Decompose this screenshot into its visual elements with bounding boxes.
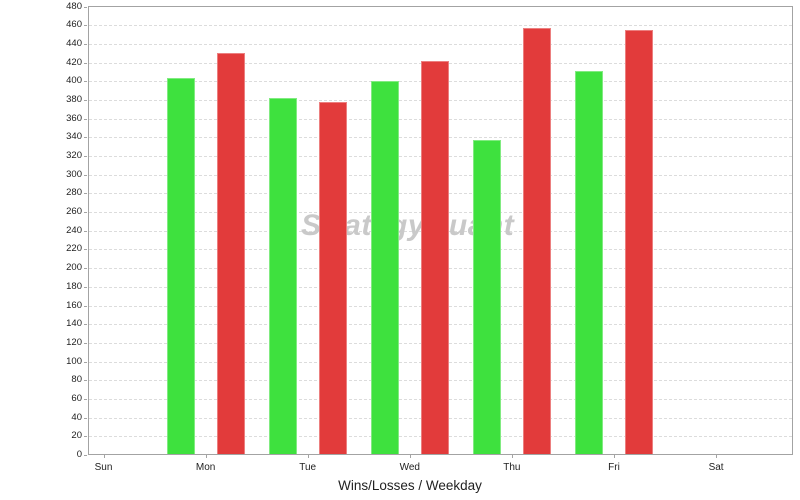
x-tick-mark [614, 455, 615, 458]
bar-losses-tue [318, 101, 347, 454]
x-tick-mark [205, 455, 207, 458]
x-axis-title: Wins/Losses / Weekday [338, 478, 482, 493]
bar-losses-wed [420, 60, 449, 454]
x-tick-label-sat: Sat [708, 462, 724, 473]
bar-wins-thu [472, 140, 501, 454]
x-tick-mark [307, 455, 309, 458]
bar-wins-tue [268, 98, 297, 454]
y-tick-label-20: 20 [71, 430, 82, 442]
y-tick-mark [84, 118, 87, 120]
x-tick-label-fri: Fri [608, 462, 620, 473]
x-tick-label-wed: Wed [399, 462, 420, 473]
y-tick-label-300: 300 [66, 168, 82, 180]
y-tick-label-140: 140 [66, 318, 82, 330]
y-tick-label-200: 200 [66, 262, 82, 274]
y-tick-mark [84, 305, 87, 307]
y-tick-label-400: 400 [66, 75, 82, 87]
y-tick-mark [84, 380, 87, 382]
y-tick-mark [84, 268, 87, 270]
bar-losses-thu [522, 27, 551, 454]
y-tick-label-260: 260 [66, 206, 82, 218]
y-tick-mark [84, 417, 87, 419]
y-tick-label-160: 160 [66, 299, 82, 311]
y-tick-label-460: 460 [66, 19, 82, 31]
y-tick-label-0: 0 [76, 449, 82, 460]
y-tick-label-480: 480 [66, 0, 82, 12]
gridline-460 [89, 25, 792, 27]
y-tick-label-440: 440 [66, 37, 82, 49]
y-tick-mark [84, 286, 87, 288]
x-tick-label-mon: Mon [195, 462, 216, 473]
y-tick-mark [84, 342, 87, 344]
y-tick-label-320: 320 [66, 150, 82, 161]
x-tick-label-sun: Sun [94, 462, 113, 473]
y-tick-label-60: 60 [71, 392, 82, 404]
y-tick-mark [84, 324, 87, 326]
bar-wins-mon [166, 78, 195, 454]
x-tick-mark [103, 455, 105, 458]
bar-wins-fri [575, 70, 603, 454]
x-tick-label-tue: Tue [299, 462, 317, 473]
y-tick-mark [84, 249, 87, 251]
y-tick-label-380: 380 [66, 93, 82, 105]
gridline-440 [89, 43, 792, 45]
y-tick-label-80: 80 [71, 374, 82, 386]
y-tick-mark [84, 99, 87, 101]
y-tick-mark [84, 25, 87, 27]
bar-losses-fri [625, 29, 653, 454]
y-tick-label-100: 100 [66, 355, 82, 367]
y-tick-mark [84, 436, 87, 438]
y-tick-mark [84, 62, 87, 64]
y-tick-label-220: 220 [66, 243, 82, 255]
y-tick-mark [84, 174, 87, 176]
x-tick-label-thu: Thu [503, 462, 521, 473]
x-tick-mark [409, 455, 411, 458]
y-tick-mark [84, 193, 87, 195]
y-tick-label-120: 120 [66, 336, 82, 348]
y-tick-mark [84, 361, 87, 363]
y-tick-mark [84, 212, 87, 214]
y-tick-mark [84, 156, 87, 157]
y-tick-mark [84, 455, 87, 456]
bar-losses-mon [216, 53, 245, 454]
bar-wins-wed [370, 81, 399, 454]
y-tick-label-280: 280 [66, 187, 82, 199]
y-tick-mark [84, 81, 87, 83]
y-tick-label-360: 360 [66, 112, 82, 124]
y-tick-label-40: 40 [71, 411, 82, 423]
y-tick-mark [84, 43, 87, 45]
y-tick-label-240: 240 [66, 224, 82, 236]
y-tick-mark [84, 137, 87, 139]
y-tick-mark [84, 398, 87, 400]
y-tick-mark [84, 230, 87, 232]
y-tick-label-420: 420 [66, 56, 82, 68]
x-tick-mark [716, 455, 718, 458]
y-tick-label-180: 180 [66, 280, 82, 292]
y-tick-label-340: 340 [66, 131, 82, 143]
y-tick-mark [84, 6, 87, 8]
x-tick-mark [511, 455, 513, 458]
plot-area: StrategyQuant [88, 6, 793, 455]
